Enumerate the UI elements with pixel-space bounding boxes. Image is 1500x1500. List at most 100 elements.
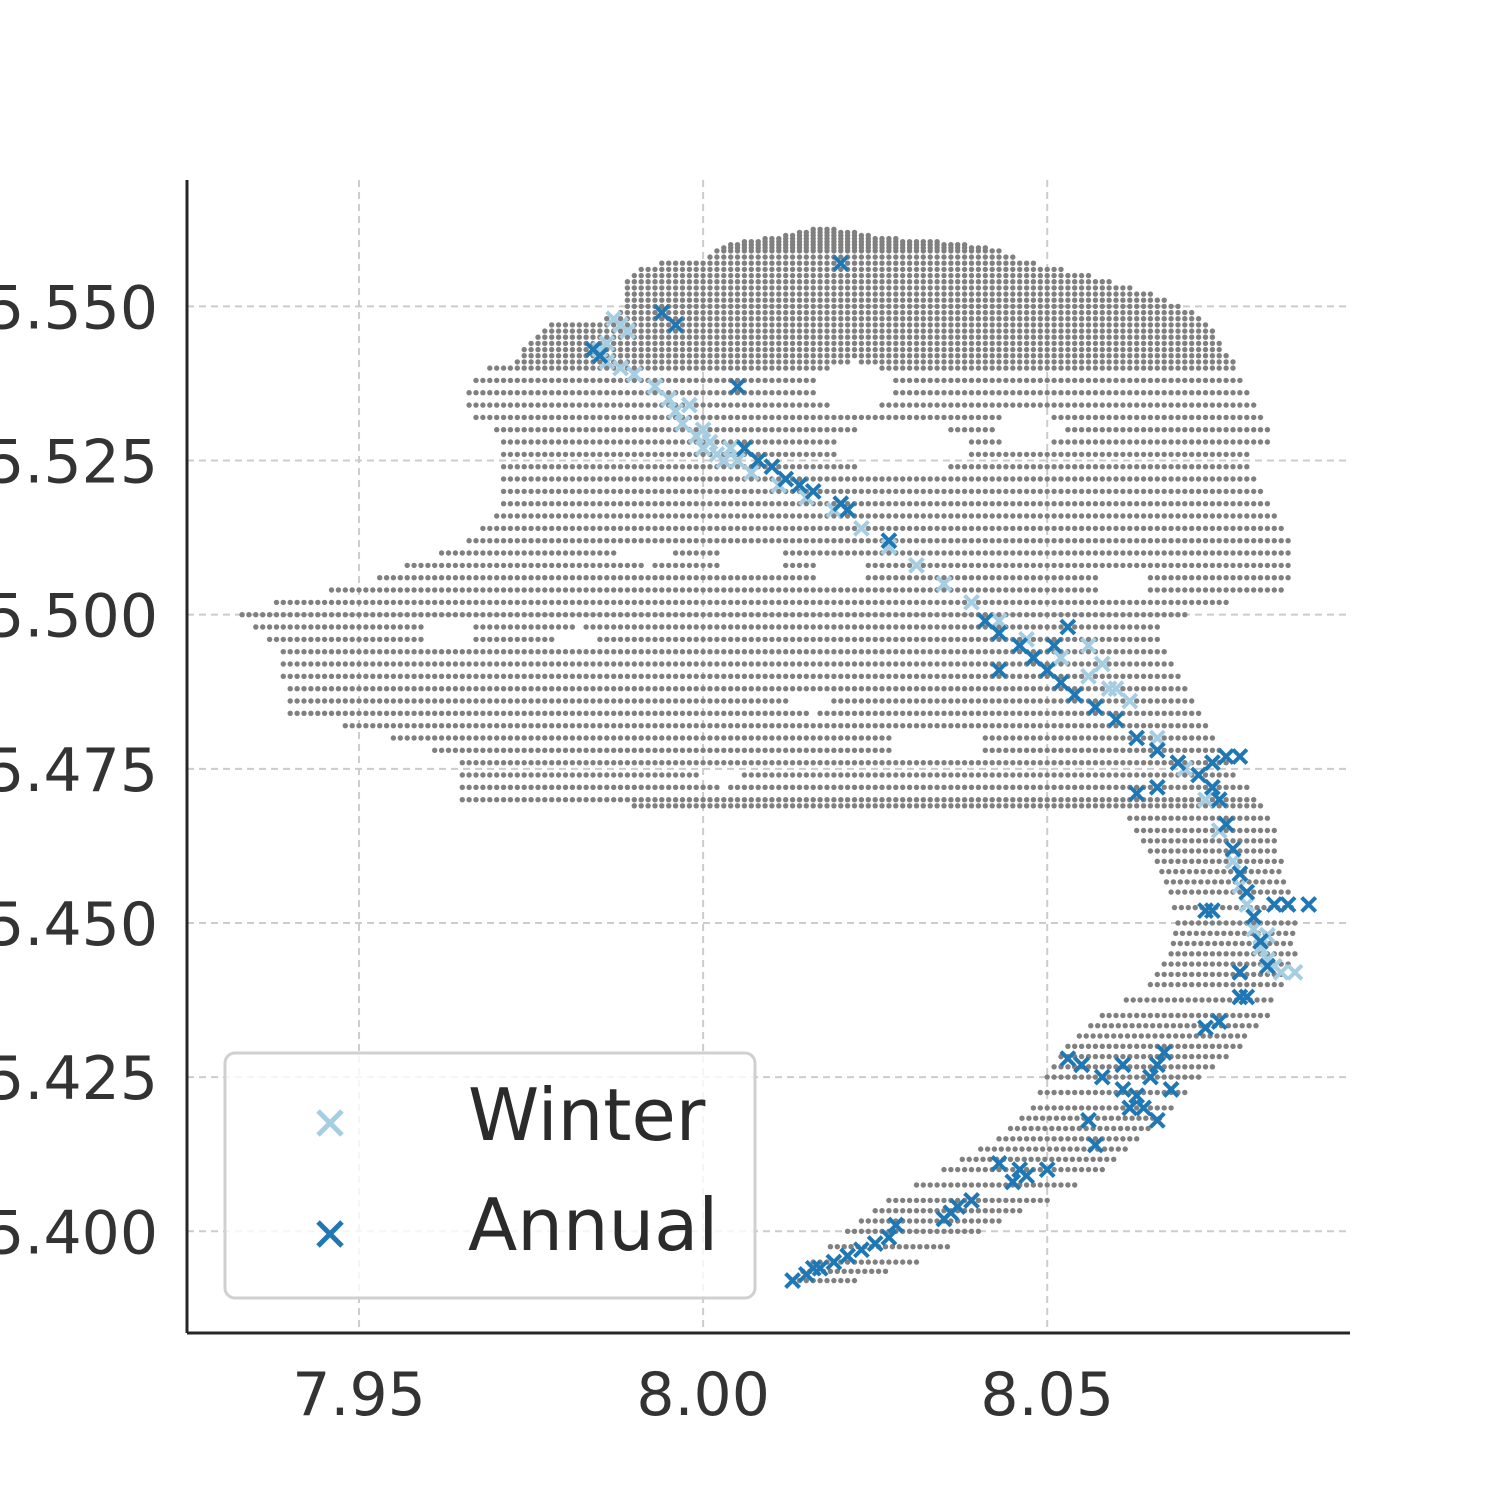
study-area-dot bbox=[555, 340, 562, 347]
study-area-dot bbox=[879, 291, 885, 297]
study-area-dot bbox=[996, 340, 1002, 347]
study-area-dot bbox=[1154, 353, 1161, 359]
study-area-dot bbox=[776, 316, 782, 322]
study-area-dot bbox=[927, 673, 933, 679]
study-area-dot bbox=[961, 334, 968, 340]
study-area-dot bbox=[1017, 636, 1023, 643]
study-area-dot bbox=[1168, 322, 1174, 328]
study-area-dot bbox=[1182, 451, 1188, 458]
study-area-dot bbox=[948, 550, 954, 556]
study-area-dot bbox=[1092, 562, 1099, 569]
study-area-dot bbox=[1175, 414, 1181, 421]
study-area-dot bbox=[1154, 488, 1161, 495]
study-area-dot bbox=[851, 279, 858, 285]
study-area-dot bbox=[734, 291, 741, 297]
study-area-dot bbox=[611, 710, 617, 716]
study-area-dot bbox=[975, 390, 982, 396]
study-area-dot bbox=[762, 414, 768, 421]
study-area-dot bbox=[1099, 525, 1106, 532]
study-area-dot bbox=[1106, 279, 1112, 285]
study-area-dot bbox=[734, 340, 741, 347]
study-area-dot bbox=[893, 488, 899, 495]
study-area-dot bbox=[728, 402, 734, 408]
study-area-dot bbox=[500, 649, 507, 655]
study-area-dot bbox=[975, 501, 982, 507]
study-area-dot bbox=[886, 297, 892, 303]
study-area-dot bbox=[872, 550, 878, 556]
study-area-dot bbox=[1113, 525, 1119, 532]
study-area-dot bbox=[693, 587, 699, 593]
study-area-dot bbox=[1017, 390, 1023, 396]
study-area-dot bbox=[1230, 525, 1236, 532]
study-area-dot bbox=[679, 303, 686, 310]
study-area-dot bbox=[1023, 538, 1030, 544]
study-area-dot bbox=[721, 285, 727, 291]
study-area-dot bbox=[1161, 303, 1167, 310]
study-area-dot bbox=[638, 279, 644, 285]
study-area-dot bbox=[783, 562, 789, 569]
study-area-dot bbox=[1072, 612, 1078, 618]
study-area-dot bbox=[810, 427, 816, 433]
study-area-dot bbox=[411, 562, 417, 569]
study-area-dot bbox=[679, 285, 686, 291]
study-area-dot bbox=[982, 501, 988, 507]
study-area-dot bbox=[968, 488, 975, 495]
study-area-dot bbox=[597, 562, 603, 569]
study-area-dot bbox=[941, 390, 947, 396]
study-area-dot bbox=[1147, 649, 1154, 655]
study-area-dot bbox=[555, 365, 562, 371]
study-area-dot bbox=[1216, 587, 1222, 593]
study-area-dot bbox=[507, 550, 514, 556]
study-area-dot bbox=[666, 538, 672, 544]
study-area-dot bbox=[789, 464, 796, 470]
study-area-dot bbox=[817, 340, 823, 347]
study-area-dot bbox=[831, 328, 837, 334]
study-area-dot bbox=[507, 439, 514, 445]
study-area-dot bbox=[1147, 402, 1154, 408]
study-area-dot bbox=[1147, 377, 1154, 384]
study-area-dot bbox=[1099, 673, 1106, 679]
study-area-dot bbox=[1244, 488, 1250, 495]
study-area-dot bbox=[769, 575, 775, 581]
study-area-dot bbox=[721, 309, 727, 316]
study-area-dot bbox=[844, 414, 851, 421]
study-area-dot bbox=[1065, 402, 1071, 408]
study-area-dot bbox=[611, 686, 617, 692]
study-area-dot bbox=[1244, 427, 1250, 433]
study-area-dot bbox=[611, 464, 617, 470]
study-area-dot bbox=[1127, 297, 1133, 303]
study-area-dot bbox=[755, 266, 761, 273]
study-area-dot bbox=[1127, 673, 1133, 679]
study-area-dot bbox=[975, 303, 982, 310]
study-area-dot bbox=[968, 266, 975, 273]
study-area-dot bbox=[583, 501, 589, 507]
study-area-dot bbox=[920, 279, 926, 285]
study-area-dot bbox=[1010, 359, 1016, 365]
study-area-dot bbox=[604, 476, 610, 482]
study-area-dot bbox=[1058, 538, 1064, 544]
study-area-dot bbox=[961, 266, 968, 273]
study-area-dot bbox=[831, 272, 837, 279]
study-area-dot bbox=[1085, 365, 1092, 371]
study-area-dot bbox=[1120, 365, 1126, 371]
study-area-dot bbox=[831, 322, 837, 328]
study-area-dot bbox=[597, 402, 603, 408]
study-area-dot bbox=[611, 439, 617, 445]
study-area-dot bbox=[817, 414, 823, 421]
study-area-dot bbox=[349, 698, 355, 704]
study-area-dot bbox=[597, 624, 603, 630]
study-area-dot bbox=[1182, 359, 1188, 365]
study-area-dot bbox=[645, 476, 651, 482]
study-area-dot bbox=[1072, 451, 1078, 458]
study-area-dot bbox=[893, 599, 899, 606]
study-area-dot bbox=[1237, 451, 1243, 458]
study-area-dot bbox=[487, 710, 493, 716]
study-area-dot bbox=[831, 513, 837, 519]
study-area-dot bbox=[1051, 291, 1057, 297]
study-area-dot bbox=[906, 698, 913, 704]
study-area-dot bbox=[1030, 501, 1037, 507]
study-area-dot bbox=[1072, 476, 1078, 482]
study-area-dot bbox=[555, 439, 562, 445]
study-area-dot bbox=[886, 686, 892, 692]
study-area-dot bbox=[734, 538, 741, 544]
